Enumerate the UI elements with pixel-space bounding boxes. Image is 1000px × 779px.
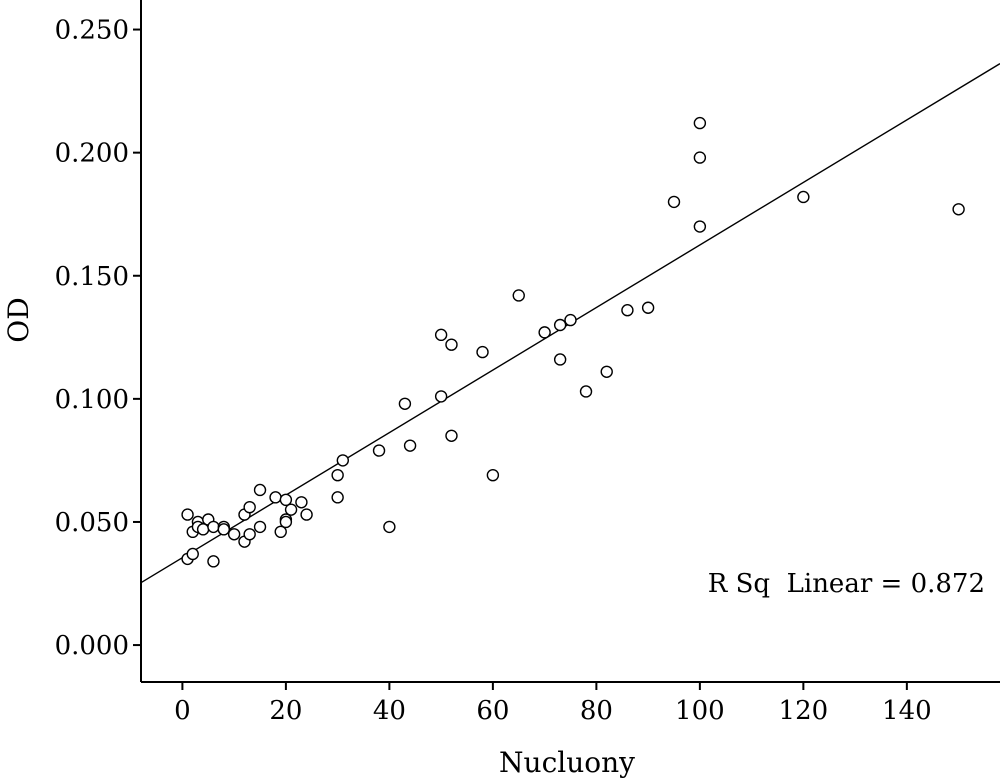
data-point xyxy=(186,547,199,561)
data-point xyxy=(207,555,220,568)
data-point xyxy=(693,220,707,233)
y-tick-label: 0.000 xyxy=(55,631,129,661)
data-point xyxy=(300,508,313,521)
data-point xyxy=(295,496,308,509)
data-point xyxy=(553,318,567,332)
data-point xyxy=(217,523,230,536)
data-point xyxy=(952,203,965,216)
x-tick-label: 0 xyxy=(174,696,191,726)
y-tick-label: 0.100 xyxy=(55,385,129,415)
y-tick-label: 0.200 xyxy=(55,139,129,169)
y-tick-label: 0.150 xyxy=(55,262,129,292)
y-tick-label: 0.250 xyxy=(55,16,129,46)
data-point xyxy=(693,151,707,164)
data-point xyxy=(274,525,287,539)
data-point xyxy=(279,515,293,529)
data-point xyxy=(512,289,525,302)
data-point xyxy=(538,326,551,339)
data-point xyxy=(253,483,267,497)
data-point xyxy=(667,195,681,209)
x-tick-label: 80 xyxy=(580,696,613,726)
x-axis-title: Nucluony xyxy=(499,746,635,779)
data-point xyxy=(284,503,298,516)
x-tick-label: 120 xyxy=(779,696,829,726)
data-point xyxy=(279,493,293,507)
data-point xyxy=(445,429,458,442)
data-point xyxy=(579,385,593,398)
data-point xyxy=(398,397,412,410)
data-point xyxy=(243,528,256,541)
data-point xyxy=(797,190,810,204)
data-point xyxy=(553,353,567,366)
data-point xyxy=(403,439,417,452)
data-point xyxy=(181,508,194,521)
x-axis-ticks: 0 20 40 60 80 100 120 140 xyxy=(174,682,932,726)
x-tick-label: 20 xyxy=(269,696,302,726)
data-point xyxy=(253,520,267,534)
x-tick-label: 140 xyxy=(882,696,932,726)
y-axis-title: OD xyxy=(2,297,35,342)
data-point xyxy=(693,116,707,130)
data-point xyxy=(383,520,396,534)
data-point xyxy=(434,390,448,403)
data-point xyxy=(243,500,256,514)
data-point xyxy=(331,491,344,504)
x-tick-label: 40 xyxy=(373,696,406,726)
data-point xyxy=(486,468,500,482)
data-point xyxy=(269,491,282,504)
data-point xyxy=(227,528,241,541)
data-point xyxy=(476,345,489,359)
data-point xyxy=(434,328,448,342)
data-point xyxy=(336,454,350,467)
y-tick-label: 0.050 xyxy=(55,508,129,538)
data-point xyxy=(207,520,220,534)
data-point xyxy=(600,365,613,378)
data-point xyxy=(641,301,655,314)
data-point xyxy=(564,313,577,327)
data-point xyxy=(621,304,634,317)
data-point xyxy=(372,444,386,457)
x-tick-label: 60 xyxy=(476,696,509,726)
data-point xyxy=(331,468,344,482)
y-axis-ticks: 0.000 0.050 0.100 0.150 0.200 0.250 xyxy=(55,16,141,661)
plot-area xyxy=(140,63,1000,584)
r-squared-annotation: R Sq Linear = 0.872 xyxy=(708,569,985,599)
data-point xyxy=(445,338,458,351)
x-tick-label: 100 xyxy=(675,696,725,726)
